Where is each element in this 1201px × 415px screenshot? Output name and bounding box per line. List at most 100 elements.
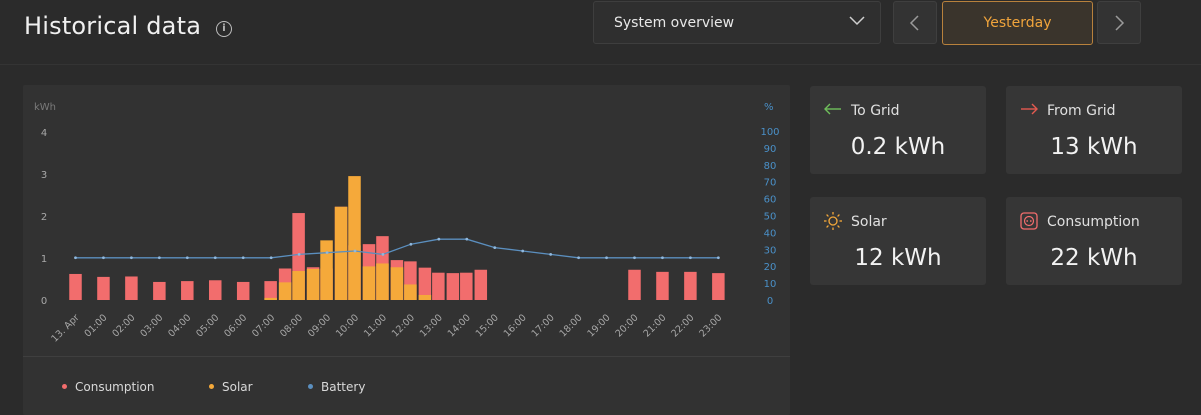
card-from-grid: From Grid 13 kWh — [1006, 86, 1182, 174]
battery-point — [716, 256, 720, 260]
battery-point — [577, 256, 580, 260]
battery-point — [185, 256, 189, 260]
x-tick-label: 11:00 — [362, 312, 389, 339]
solar-bar — [376, 263, 389, 300]
next-day-button[interactable] — [1097, 1, 1141, 44]
x-tick-label: 14:00 — [446, 312, 473, 339]
battery-point — [74, 256, 77, 260]
x-tick-label: 13. Apr — [49, 312, 81, 344]
y2-tick-label: 50 — [764, 212, 777, 223]
x-tick-label: 21:00 — [641, 312, 668, 339]
battery-point — [633, 256, 636, 260]
battery-point — [297, 252, 301, 256]
legend-item-solar[interactable]: Solar — [209, 380, 253, 394]
battery-point — [130, 256, 133, 260]
y-tick-label: 1 — [41, 254, 47, 265]
consumption-bar — [712, 273, 725, 300]
battery-point — [437, 237, 441, 241]
x-tick-label: 01:00 — [82, 312, 109, 339]
x-tick-label: 06:00 — [222, 312, 249, 339]
legend-label: Consumption — [75, 380, 155, 394]
x-tick-label: 07:00 — [250, 312, 277, 339]
solar-bar — [390, 267, 404, 300]
legend-label: Solar — [222, 380, 253, 394]
y-tick-label: 2 — [41, 212, 47, 223]
chart-legend: Consumption Solar Battery — [0, 380, 800, 396]
consumption-bar — [153, 281, 166, 300]
x-tick-label: 04:00 — [166, 312, 193, 339]
view-select[interactable]: System overview — [593, 1, 881, 44]
battery-point — [325, 251, 329, 255]
solar-bar — [334, 206, 348, 300]
legend-label: Battery — [321, 380, 366, 394]
x-tick-label: 20:00 — [613, 312, 640, 339]
card-label: To Grid — [851, 103, 900, 119]
arrow-left-icon — [824, 103, 841, 115]
card-value: 12 kWh — [854, 245, 942, 271]
arrow-right-icon — [1021, 103, 1038, 115]
consumption-bar — [656, 271, 669, 300]
battery-point — [213, 256, 217, 260]
battery-point — [661, 256, 664, 260]
x-tick-label: 22:00 — [669, 312, 696, 339]
x-tick-label: 12:00 — [390, 312, 417, 339]
y-tick-label: 3 — [41, 170, 47, 181]
solar-bar — [320, 240, 333, 300]
battery-point — [409, 242, 413, 246]
battery-point — [549, 252, 553, 256]
y2-tick-label: 60 — [764, 195, 777, 206]
consumption-bar — [69, 273, 82, 300]
x-tick-label: 03:00 — [138, 312, 165, 339]
consumption-bar — [684, 271, 697, 300]
solar-bar — [292, 271, 305, 300]
consumption-bar — [432, 272, 445, 300]
consumption-bar — [460, 272, 473, 300]
solar-bar — [418, 294, 432, 300]
y2-tick-label: 30 — [764, 245, 777, 256]
chevron-down-icon — [849, 16, 865, 26]
card-value: 22 kWh — [1050, 245, 1138, 271]
x-tick-label: 18:00 — [558, 312, 585, 339]
x-tick-label: 13:00 — [418, 312, 445, 339]
y2-tick-label: 100 — [760, 127, 779, 138]
previous-day-button[interactable] — [893, 1, 937, 44]
y2-tick-label: 10 — [764, 279, 777, 290]
legend-item-battery[interactable]: Battery — [308, 380, 365, 394]
battery-point — [493, 246, 497, 250]
solar-bar — [264, 297, 277, 300]
consumption-bar — [97, 276, 110, 300]
y2-tick-label: 90 — [764, 144, 777, 155]
info-icon[interactable]: i — [216, 21, 232, 37]
battery-point — [353, 249, 357, 253]
x-tick-label: 23:00 — [697, 312, 724, 339]
consumption-bar — [474, 269, 488, 300]
x-tick-label: 09:00 — [306, 312, 333, 339]
legend-item-consumption[interactable]: Consumption — [62, 380, 154, 394]
card-to-grid: To Grid 0.2 kWh — [810, 86, 986, 174]
legend-dot-battery — [308, 384, 313, 389]
legend-dot-solar — [209, 384, 214, 389]
chart-panel — [23, 85, 790, 415]
card-solar: Solar 12 kWh — [810, 197, 986, 285]
solar-bar — [306, 268, 320, 300]
solar-bar — [348, 176, 361, 300]
page-header: Historical data i System overview Yester… — [0, 0, 1201, 65]
battery-point — [381, 252, 385, 256]
battery-line — [75, 238, 719, 259]
legend-dot-consumption — [62, 384, 67, 389]
page-title: Historical data — [24, 12, 202, 40]
battery-point — [465, 237, 469, 241]
consumption-bar — [628, 269, 641, 300]
y2-tick-label: 40 — [764, 228, 777, 239]
battery-point — [269, 256, 273, 260]
sun-icon — [824, 212, 842, 230]
consumption-bar — [418, 267, 432, 300]
x-tick-label: 17:00 — [530, 312, 557, 339]
x-tick-label: 05:00 — [194, 312, 221, 339]
x-tick-label: 19:00 — [586, 312, 613, 339]
day-selector-button[interactable]: Yesterday — [942, 1, 1093, 45]
consumption-bar — [264, 281, 277, 300]
battery-point — [157, 256, 161, 260]
consumption-bar — [446, 273, 460, 300]
